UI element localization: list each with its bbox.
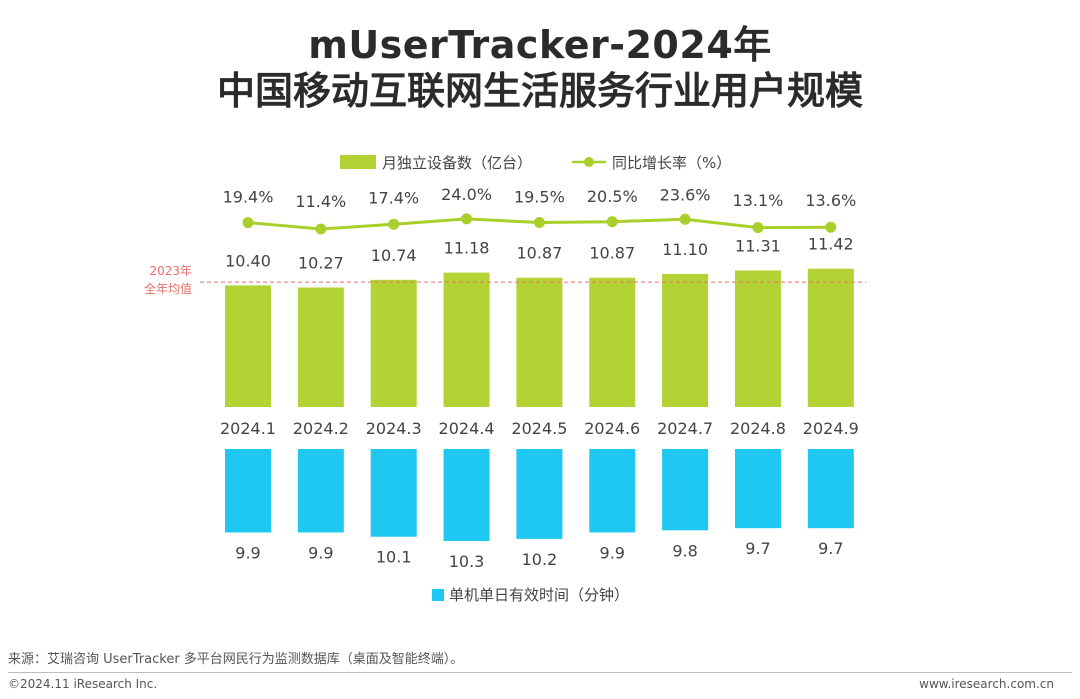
category-label: 2024.6: [584, 419, 640, 438]
growth-point: [242, 217, 254, 229]
time-bar-label: 9.8: [672, 541, 697, 560]
growth-point: [533, 217, 545, 229]
growth-label: 23.6%: [660, 185, 711, 204]
footer-divider: [8, 672, 1072, 673]
time-bar: [297, 449, 344, 533]
category-label: 2024.8: [730, 419, 786, 438]
device-bar: [516, 277, 563, 407]
time-bar: [443, 449, 490, 542]
device-bar-label: 10.74: [371, 246, 417, 265]
device-bar: [734, 270, 781, 407]
website: www.iresearch.com.cn: [919, 677, 1054, 691]
device-bar: [370, 279, 417, 407]
legend-marker-growth: [584, 157, 594, 167]
growth-label: 11.4%: [295, 192, 346, 211]
time-bar-label: 9.9: [600, 543, 625, 562]
device-bar-label: 10.40: [225, 251, 271, 270]
avg-label-year: 2023年: [149, 264, 192, 278]
device-bar-label: 10.87: [589, 244, 635, 263]
growth-label: 24.0%: [441, 185, 492, 204]
growth-label: 13.6%: [805, 191, 856, 210]
legend-label-time: 单机单日有效时间（分钟）: [449, 586, 629, 604]
device-bar: [225, 285, 271, 407]
category-label: 2024.9: [803, 419, 859, 438]
device-bar-label: 10.87: [516, 244, 562, 263]
device-bar-label: 10.27: [298, 254, 344, 273]
device-bar: [807, 268, 854, 407]
time-bar-label: 9.7: [745, 539, 770, 558]
device-bar-label: 11.31: [735, 236, 781, 255]
growth-label: 19.5%: [514, 188, 565, 207]
time-bar: [516, 449, 563, 539]
growth-point: [825, 221, 837, 233]
growth-label: 13.1%: [733, 191, 784, 210]
category-label: 2024.1: [220, 419, 276, 438]
chart-title-line2: 中国移动互联网生活服务行业用户规模: [216, 69, 863, 113]
category-label: 2024.4: [439, 419, 495, 438]
time-bar: [589, 449, 636, 533]
time-bar-label: 10.3: [449, 552, 485, 571]
growth-point: [315, 223, 327, 235]
device-bar: [589, 277, 636, 407]
time-bar-label: 10.2: [522, 550, 558, 569]
growth-label: 17.4%: [368, 189, 419, 208]
legend-label-devices: 月独立设备数（亿台）: [382, 154, 532, 172]
device-bar: [297, 287, 344, 407]
category-label: 2024.5: [511, 419, 567, 438]
category-label: 2024.2: [293, 419, 349, 438]
device-bar-label: 11.42: [808, 235, 854, 254]
time-bar: [807, 449, 854, 529]
growth-label: 19.4%: [223, 188, 274, 207]
legend-swatch-devices: [340, 155, 376, 169]
growth-point: [388, 218, 400, 230]
growth-point: [461, 213, 473, 225]
combo-chart: 月独立设备数（亿台） 同比增长率（%） 10.40 10.27 10.74 11.18 10…: [144, 154, 866, 604]
avg-label-text: 全年均值: [144, 281, 192, 296]
legend-label-growth: 同比增长率（%）: [612, 154, 731, 172]
time-bar-label: 9.9: [308, 543, 333, 562]
time-bar-label: 9.7: [818, 539, 843, 558]
time-bar: [370, 449, 417, 537]
chart-title-line1: mUserTracker-2024年: [308, 23, 772, 67]
growth-label: 20.5%: [587, 187, 638, 206]
category-label: 2024.3: [366, 419, 422, 438]
source-note: 来源：艾瑞咨询 UserTracker 多平台网民行为监测数据库（桌面及智能终端…: [8, 652, 464, 667]
time-bar-label: 10.1: [376, 548, 412, 567]
time-bar: [734, 449, 781, 529]
copyright: ©2024.11 iResearch Inc.: [8, 677, 158, 691]
time-bar: [225, 449, 271, 533]
growth-point: [606, 216, 618, 228]
device-bar-label: 11.10: [662, 240, 708, 259]
legend-swatch-time: [432, 589, 444, 601]
growth-point: [679, 213, 691, 225]
time-bar: [662, 449, 709, 531]
device-bar: [443, 272, 490, 407]
device-bar-label: 11.18: [444, 239, 490, 258]
device-bar: [662, 273, 709, 407]
category-label: 2024.7: [657, 419, 713, 438]
growth-point: [752, 222, 764, 234]
time-bar-label: 9.9: [235, 543, 260, 562]
